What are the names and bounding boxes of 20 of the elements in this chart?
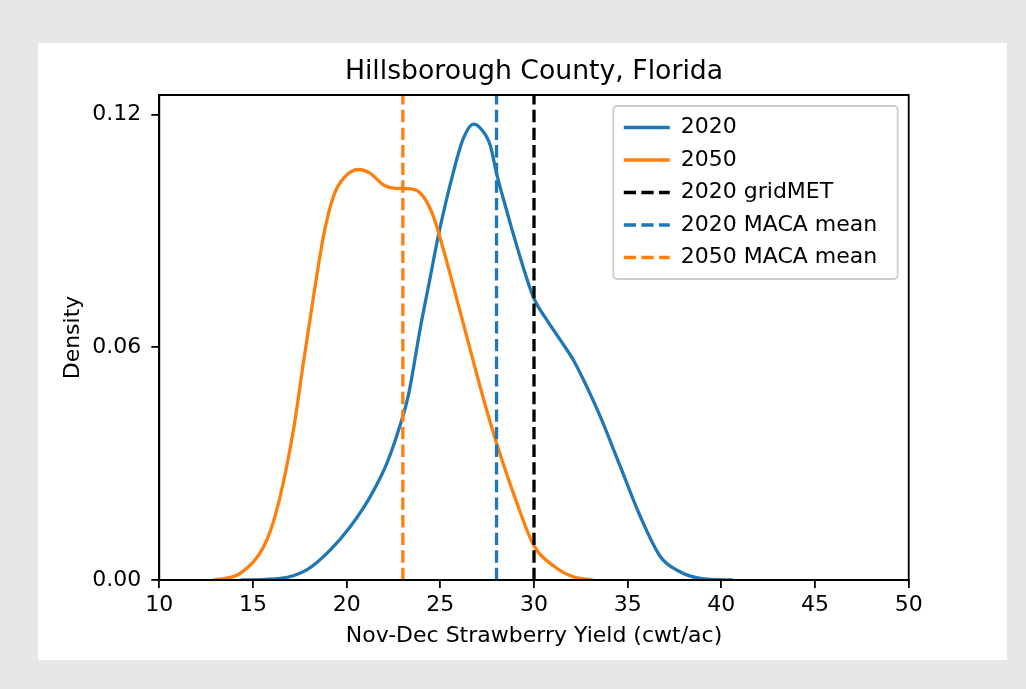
x-tick-label: 50 — [894, 590, 923, 616]
x-tick-label: 10 — [145, 590, 174, 616]
legend-label: 2050 MACA mean — [680, 243, 878, 269]
legend-label: 2020 gridMET — [680, 178, 834, 204]
x-tick-label: 25 — [426, 590, 455, 616]
y-tick-label: 0.12 — [92, 100, 142, 126]
legend-label: 2020 MACA mean — [680, 210, 878, 236]
x-tick-label: 15 — [238, 590, 267, 616]
y-tick-label: 0.06 — [92, 332, 142, 358]
x-tick-label: 35 — [613, 590, 642, 616]
y-tick-label: 0.00 — [92, 565, 142, 591]
legend-label: 2050 — [680, 145, 737, 171]
x-axis-title: Nov-Dec Strawberry Yield (cwt/ac) — [345, 621, 723, 647]
legend-label: 2020 — [680, 113, 737, 139]
x-tick-label: 45 — [801, 590, 830, 616]
x-tick-label: 30 — [520, 590, 548, 616]
x-tick-label: 40 — [707, 590, 736, 616]
y-axis-title: Density — [58, 295, 84, 380]
x-tick-label: 20 — [332, 590, 361, 616]
chart-title: Hillsborough County, Florida — [344, 53, 724, 85]
